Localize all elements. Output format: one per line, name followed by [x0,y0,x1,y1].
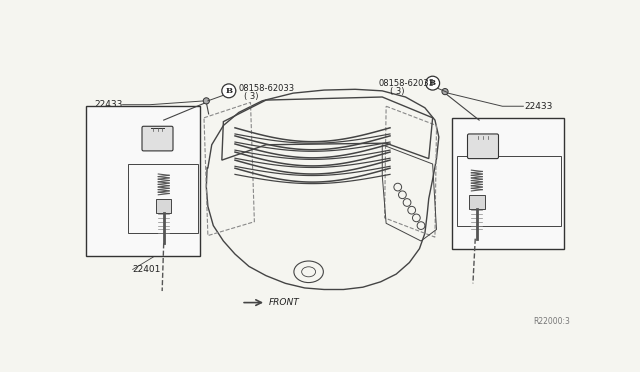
Text: 22401: 22401 [132,265,161,274]
Text: ( 3): ( 3) [244,93,259,102]
FancyBboxPatch shape [142,126,173,151]
Bar [458,156,561,225]
Text: R22000:3: R22000:3 [533,317,570,326]
FancyBboxPatch shape [467,134,499,158]
Text: 22401: 22401 [460,240,488,249]
Text: 22433+A: 22433+A [495,142,536,151]
Text: B: B [429,79,436,87]
Text: B: B [225,87,232,95]
Bar [86,106,200,256]
Text: ( 3): ( 3) [390,87,404,96]
Text: 22465: 22465 [522,193,550,202]
Bar [469,195,484,209]
Text: 22433+A: 22433+A [94,139,136,148]
Text: 22433: 22433 [525,102,553,111]
Circle shape [426,76,440,90]
Circle shape [442,89,448,95]
Text: FRONT: FRONT [268,298,299,307]
Circle shape [222,84,236,98]
Bar [452,118,564,249]
Text: 08158-62033: 08158-62033 [378,78,435,88]
Text: 22433: 22433 [94,100,122,109]
Text: 08158-62033: 08158-62033 [238,84,294,93]
Text: 22468: 22468 [107,173,136,182]
Text: 22468: 22468 [485,171,514,180]
Bar [128,164,198,233]
Text: 22465: 22465 [90,198,118,207]
Bar [156,199,172,212]
Circle shape [204,98,209,104]
